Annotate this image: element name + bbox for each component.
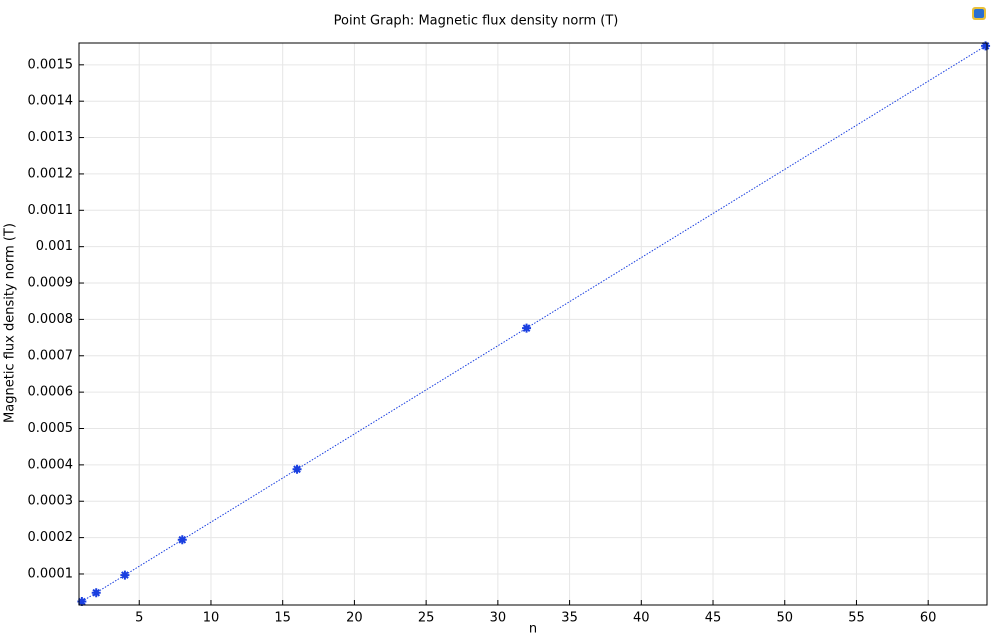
data-point [177,535,187,545]
y-axis-label: Magnetic flux density norm (T) [3,223,18,423]
x-tick-label: 55 [848,611,865,626]
plot-frame [78,42,988,606]
data-point [77,597,87,607]
data-line [81,45,986,602]
data-point [91,588,101,598]
data-point [981,41,991,51]
y-tick-label: 0.0007 [28,348,74,363]
x-tick-label: 20 [346,611,363,626]
y-tick-label: 0.0004 [28,457,74,472]
y-tick-label: 0.0014 [28,94,74,109]
x-tick-label: 15 [274,611,291,626]
x-tick-label: 35 [561,611,578,626]
x-tick-label: 40 [633,611,650,626]
y-tick-label: 0.0009 [28,276,74,291]
y-tick-label: 0.0001 [28,566,74,581]
y-tick-label: 0.0013 [28,130,74,145]
x-tick-label: 50 [776,611,793,626]
chart-title: Point Graph: Magnetic flux density norm … [334,14,619,29]
y-tick-label: 0.0006 [28,385,74,400]
y-tick-label: 0.0008 [28,312,74,327]
data-point [120,570,130,580]
y-tick-label: 0.0015 [28,57,74,72]
x-tick-label: 10 [203,611,220,626]
y-tick-label: 0.0005 [28,421,74,436]
x-tick-label: 60 [920,611,937,626]
x-tick-label: 45 [705,611,722,626]
y-tick-label: 0.0003 [28,494,74,509]
data-point [292,464,302,474]
data-point [522,323,532,333]
y-tick-label: 0.0002 [28,530,74,545]
x-tick-label: 25 [418,611,435,626]
marks-layer [77,41,991,607]
export-icon[interactable] [972,7,986,20]
x-tick-label: 5 [135,611,143,626]
icon-core[interactable] [974,9,984,18]
y-tick-label: 0.0011 [28,203,74,218]
x-tick-label: 30 [490,611,507,626]
x-axis-label: n [529,622,537,637]
y-tick-label: 0.0012 [28,166,74,181]
y-tick-label: 0.001 [36,239,73,254]
grid-layer [79,43,987,605]
